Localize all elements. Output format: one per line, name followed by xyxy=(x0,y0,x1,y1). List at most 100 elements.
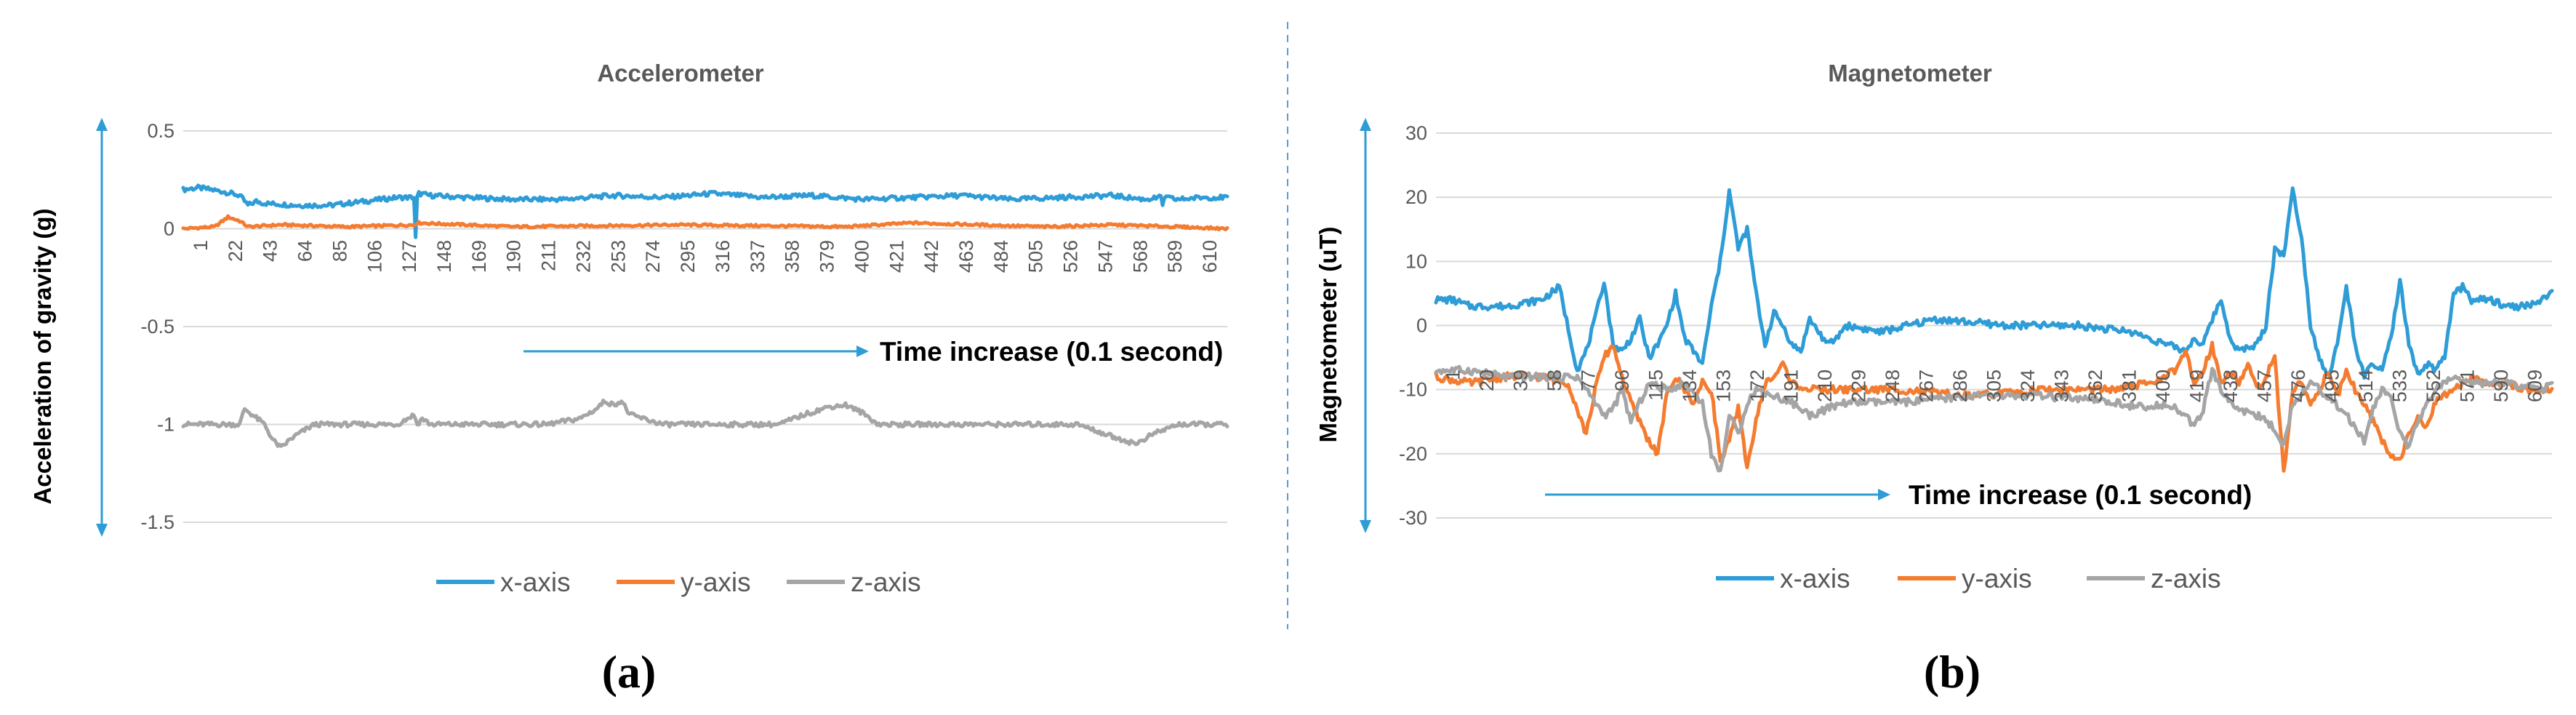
xtick-label: 463 xyxy=(955,240,977,273)
legend-a-x-label: x-axis xyxy=(500,567,571,597)
xtick-label: 115 xyxy=(1645,370,1666,401)
magnetometer-yticks: 30 20 10 0 -10 -20 -30 xyxy=(1399,122,1427,529)
xtick-label: 547 xyxy=(1094,240,1116,273)
xtick-label: 267 xyxy=(1915,370,1937,402)
legend-b-y-label: y-axis xyxy=(1962,564,2032,594)
series-line-z xyxy=(1434,364,2554,473)
xtick-label: 85 xyxy=(329,240,350,262)
xtick-label: 64 xyxy=(294,240,316,262)
magnetometer-series xyxy=(1434,186,2554,473)
xtick-label: 609 xyxy=(2524,370,2546,402)
magnetometer-arrow-down-icon xyxy=(1360,520,1371,533)
xtick-label: 295 xyxy=(677,240,699,273)
magnetometer-time-arrow-icon xyxy=(1878,489,1890,500)
xtick-label: 153 xyxy=(1712,370,1734,402)
xtick-label: 286 xyxy=(1949,370,1971,402)
accelerometer-time-annotation: Time increase (0.1 second) xyxy=(880,337,1223,367)
magnetometer-time-annotation: Time increase (0.1 second) xyxy=(1909,480,2252,510)
accelerometer-xticks: 1 22 43 64 85 106 127 148 169 190 211 232 253 274 295 3… xyxy=(190,240,1221,273)
xtick-label: 421 xyxy=(886,240,907,273)
xtick-label: 514 xyxy=(2355,370,2377,402)
accelerometer-chart: Accelerometer Acceleration of gravity (g… xyxy=(29,60,1229,698)
xtick-label: 148 xyxy=(433,240,455,273)
xtick-label: 358 xyxy=(782,240,803,273)
series-line-x xyxy=(1434,186,2554,380)
ytick-label: 0 xyxy=(164,218,174,240)
xtick-label: 316 xyxy=(712,240,734,273)
xtick-label: 552 xyxy=(2423,370,2444,402)
xtick-label: 568 xyxy=(1129,240,1151,273)
ytick-label: 0 xyxy=(1416,315,1427,337)
xtick-label: 22 xyxy=(225,240,246,262)
magnetometer-xticks: 1 20 39 58 77 96 115 134 153 172 191 210 229 248 267 28… xyxy=(1442,370,2545,402)
xtick-label: 1 xyxy=(1442,370,1464,380)
legend-b-x-label: x-axis xyxy=(1780,564,1850,594)
xtick-label: 172 xyxy=(1746,370,1768,402)
xtick-label: 43 xyxy=(260,240,281,262)
xtick-label: 571 xyxy=(2457,370,2479,402)
xtick-label: 590 xyxy=(2490,370,2512,402)
xtick-label: 484 xyxy=(990,240,1012,273)
xtick-label: 381 xyxy=(2119,370,2140,402)
xtick-label: 362 xyxy=(2085,370,2106,402)
accelerometer-legend: x-axis y-axis z-axis xyxy=(436,567,921,597)
xtick-label: 232 xyxy=(572,240,594,273)
accelerometer-arrow-down-icon xyxy=(96,524,108,537)
ytick-label: 20 xyxy=(1405,186,1427,208)
xtick-label: 77 xyxy=(1577,370,1599,391)
xtick-label: 505 xyxy=(1025,240,1047,273)
xtick-label: 134 xyxy=(1679,370,1701,402)
xtick-label: 400 xyxy=(851,240,872,273)
xtick-label: 589 xyxy=(1164,240,1186,273)
accelerometer-time-arrow-icon xyxy=(856,345,869,357)
series-line-y xyxy=(181,214,1229,231)
series-line-x xyxy=(181,183,1229,239)
xtick-label: 210 xyxy=(1814,370,1836,402)
xtick-label: 457 xyxy=(2254,370,2276,402)
xtick-label: 229 xyxy=(1847,370,1869,402)
xtick-label: 526 xyxy=(1060,240,1082,273)
xtick-label: 169 xyxy=(468,240,490,273)
xtick-label: 248 xyxy=(1882,370,1903,402)
xtick-label: 20 xyxy=(1476,370,1498,391)
xtick-label: 400 xyxy=(2152,370,2174,402)
xtick-label: 211 xyxy=(538,240,560,271)
xtick-label: 274 xyxy=(642,240,664,273)
magnetometer-title: Magnetometer xyxy=(1828,60,1992,87)
ytick-label: -30 xyxy=(1399,507,1427,529)
xtick-label: 610 xyxy=(1199,240,1221,273)
magnetometer-chart: Magnetometer Magnetometer (uT) 30 20 10 0 -1… xyxy=(1315,60,2554,698)
legend-b-z-label: z-axis xyxy=(2151,564,2221,594)
ytick-label: -10 xyxy=(1399,379,1427,401)
accelerometer-series xyxy=(181,183,1229,448)
xtick-label: 495 xyxy=(2322,370,2343,402)
legend-a-z-label: z-axis xyxy=(851,567,921,597)
xtick-label: 39 xyxy=(1509,370,1531,391)
xtick-label: 419 xyxy=(2186,370,2208,402)
xtick-label: 58 xyxy=(1544,370,1565,391)
ytick-label: 30 xyxy=(1405,122,1427,144)
xtick-label: 1 xyxy=(190,240,212,251)
magnetometer-legend: x-axis y-axis z-axis xyxy=(1716,564,2221,594)
panel-label-a: (a) xyxy=(602,646,657,698)
accelerometer-gridlines xyxy=(183,130,1227,523)
ytick-label: 0.5 xyxy=(147,120,174,142)
legend-a-y-label: y-axis xyxy=(681,567,751,597)
xtick-label: 191 xyxy=(1780,370,1802,402)
xtick-label: 337 xyxy=(747,240,769,273)
xtick-label: 324 xyxy=(2017,370,2039,402)
accelerometer-title: Accelerometer xyxy=(597,60,763,87)
xtick-label: 127 xyxy=(398,240,420,273)
xtick-label: 253 xyxy=(607,240,629,273)
accelerometer-ylabel: Acceleration of gravity (g) xyxy=(29,208,56,504)
xtick-label: 533 xyxy=(2389,370,2411,402)
ytick-label: -0.5 xyxy=(140,316,174,337)
ytick-label: -1.5 xyxy=(140,511,174,533)
xtick-label: 96 xyxy=(1611,370,1633,391)
xtick-label: 305 xyxy=(1983,370,2005,402)
xtick-label: 476 xyxy=(2287,370,2309,402)
xtick-label: 442 xyxy=(920,240,942,273)
accelerometer-arrow-up-icon xyxy=(96,118,108,131)
magnetometer-ylabel: Magnetometer (uT) xyxy=(1315,227,1341,443)
